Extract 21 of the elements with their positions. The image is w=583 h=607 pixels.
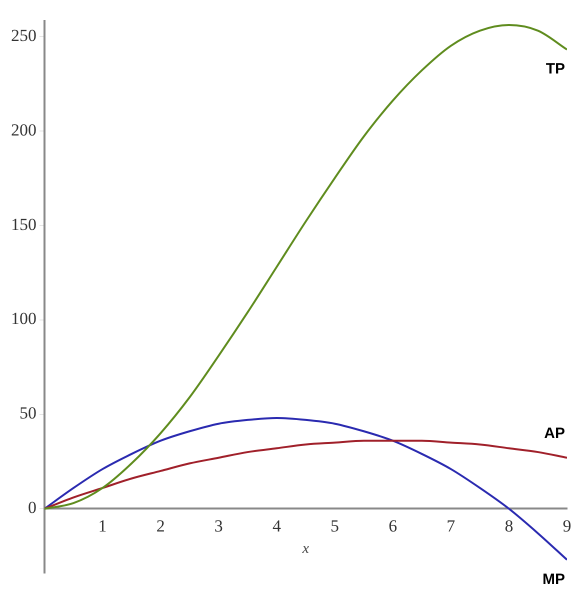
y-tick-label: 250: [11, 26, 36, 45]
x-tick-label: 3: [214, 516, 223, 536]
series-label: MP: [542, 570, 565, 588]
line-series: [44, 440, 567, 510]
y-tick-label: 0: [28, 498, 36, 518]
y-tick-label: 100: [11, 309, 36, 328]
x-tick-label: 5: [330, 516, 340, 536]
series-label: TP: [546, 60, 565, 78]
x-tick-label: 2: [156, 516, 165, 536]
y-tick-label: 200: [11, 120, 36, 140]
x-tick-label: 7: [446, 516, 456, 536]
x-tick-label: 6: [388, 516, 398, 536]
x-axis-title: x: [301, 541, 310, 558]
x-tick-label: 4: [272, 516, 282, 536]
y-tick-label: 50: [20, 404, 36, 423]
series-label: AP: [544, 424, 565, 442]
y-tick-label: 150: [11, 214, 36, 234]
line-series: [44, 24, 567, 510]
x-tick-label: 1: [98, 516, 107, 536]
x-tick-label: 8: [504, 516, 514, 536]
x-tick-label: 9: [562, 516, 572, 536]
